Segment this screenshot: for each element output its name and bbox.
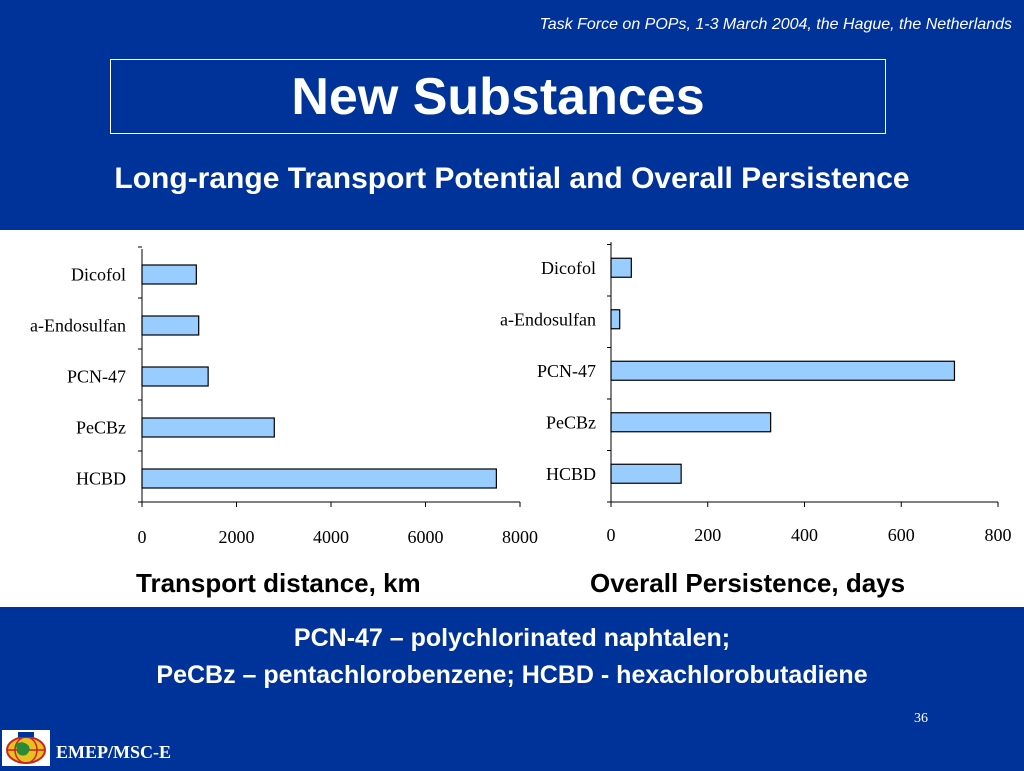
persistence-category-label: a-Endosulfan [500, 309, 596, 329]
persistence-bar-pecbz [610, 412, 772, 433]
transport-category-label: PCN-47 [67, 367, 126, 387]
slide-title: New Substances [291, 67, 705, 126]
slide-title-box: New Substances [110, 59, 886, 134]
persistence-category-label: Dicofol [541, 258, 596, 278]
transport-x-tick-label: 2000 [219, 527, 255, 547]
transport-axis-caption: Transport distance, km [136, 568, 421, 598]
footer-abbreviations-line1: PCN-47 – polychlorinated naphtalen; [293, 624, 731, 652]
conference-note: Task Force on POPs, 1-3 March 2004, the … [539, 16, 1012, 33]
persistence-bar-pcn-47 [610, 360, 956, 381]
transport-x-tick-label: 4000 [313, 527, 349, 547]
transport-x-tick-label: 8000 [502, 527, 538, 547]
transport-x-tick-label: 6000 [408, 527, 444, 547]
transport-category-label: a-Endosulfan [30, 316, 126, 336]
page-number: 36 [914, 711, 928, 726]
persistence-x-tick-label: 200 [694, 525, 721, 545]
persistence-x-tick-label: 800 [985, 525, 1012, 545]
transport-category-label: HCBD [76, 469, 126, 489]
charts-svg: 0 2000 4000 6000 8000Dicofola-EndosulfanPCN-… [30, 242, 1012, 547]
persistence-x-tick-label: 400 [791, 525, 818, 545]
persistence-x-tick-label: 600 [888, 525, 915, 545]
persistence-bar-a-endosulfan [610, 309, 621, 330]
transport-bar-dicofol [141, 264, 197, 285]
org-name: EMEP/MSC-E [56, 742, 171, 762]
msc-e-globe-logo-icon [2, 730, 50, 766]
persistence-bar-hcbd [610, 463, 682, 484]
transport-category-label: PeCBz [76, 418, 126, 438]
persistence-category-label: PCN-47 [537, 361, 596, 381]
transport-category-label: Dicofol [71, 265, 126, 285]
transport-bar-a-endosulfan [141, 315, 200, 336]
persistence-bar-dicofol [610, 257, 632, 278]
persistence-category-label: PeCBz [546, 412, 596, 432]
persistence-category-label: HCBD [546, 464, 596, 484]
footer-abbreviations-line2: PeCBz – pentachlorobenzene; HCBD - hexac… [156, 661, 868, 689]
transport-bar-pcn-47 [141, 366, 209, 387]
transport-x-tick-label: 0 [138, 527, 147, 547]
chart-panel: 0 2000 4000 6000 8000 Dicofol a-Endosulfan PCN-… [0, 230, 1024, 607]
persistence-axis-caption: Overall Persistence, days [590, 568, 906, 598]
transport-bar-hcbd [141, 468, 497, 489]
persistence-x-tick-label: 0 [607, 525, 616, 545]
slide-subtitle: Long-range Transport Potential and Overa… [114, 162, 910, 195]
transport-bar-pecbz [141, 417, 275, 438]
